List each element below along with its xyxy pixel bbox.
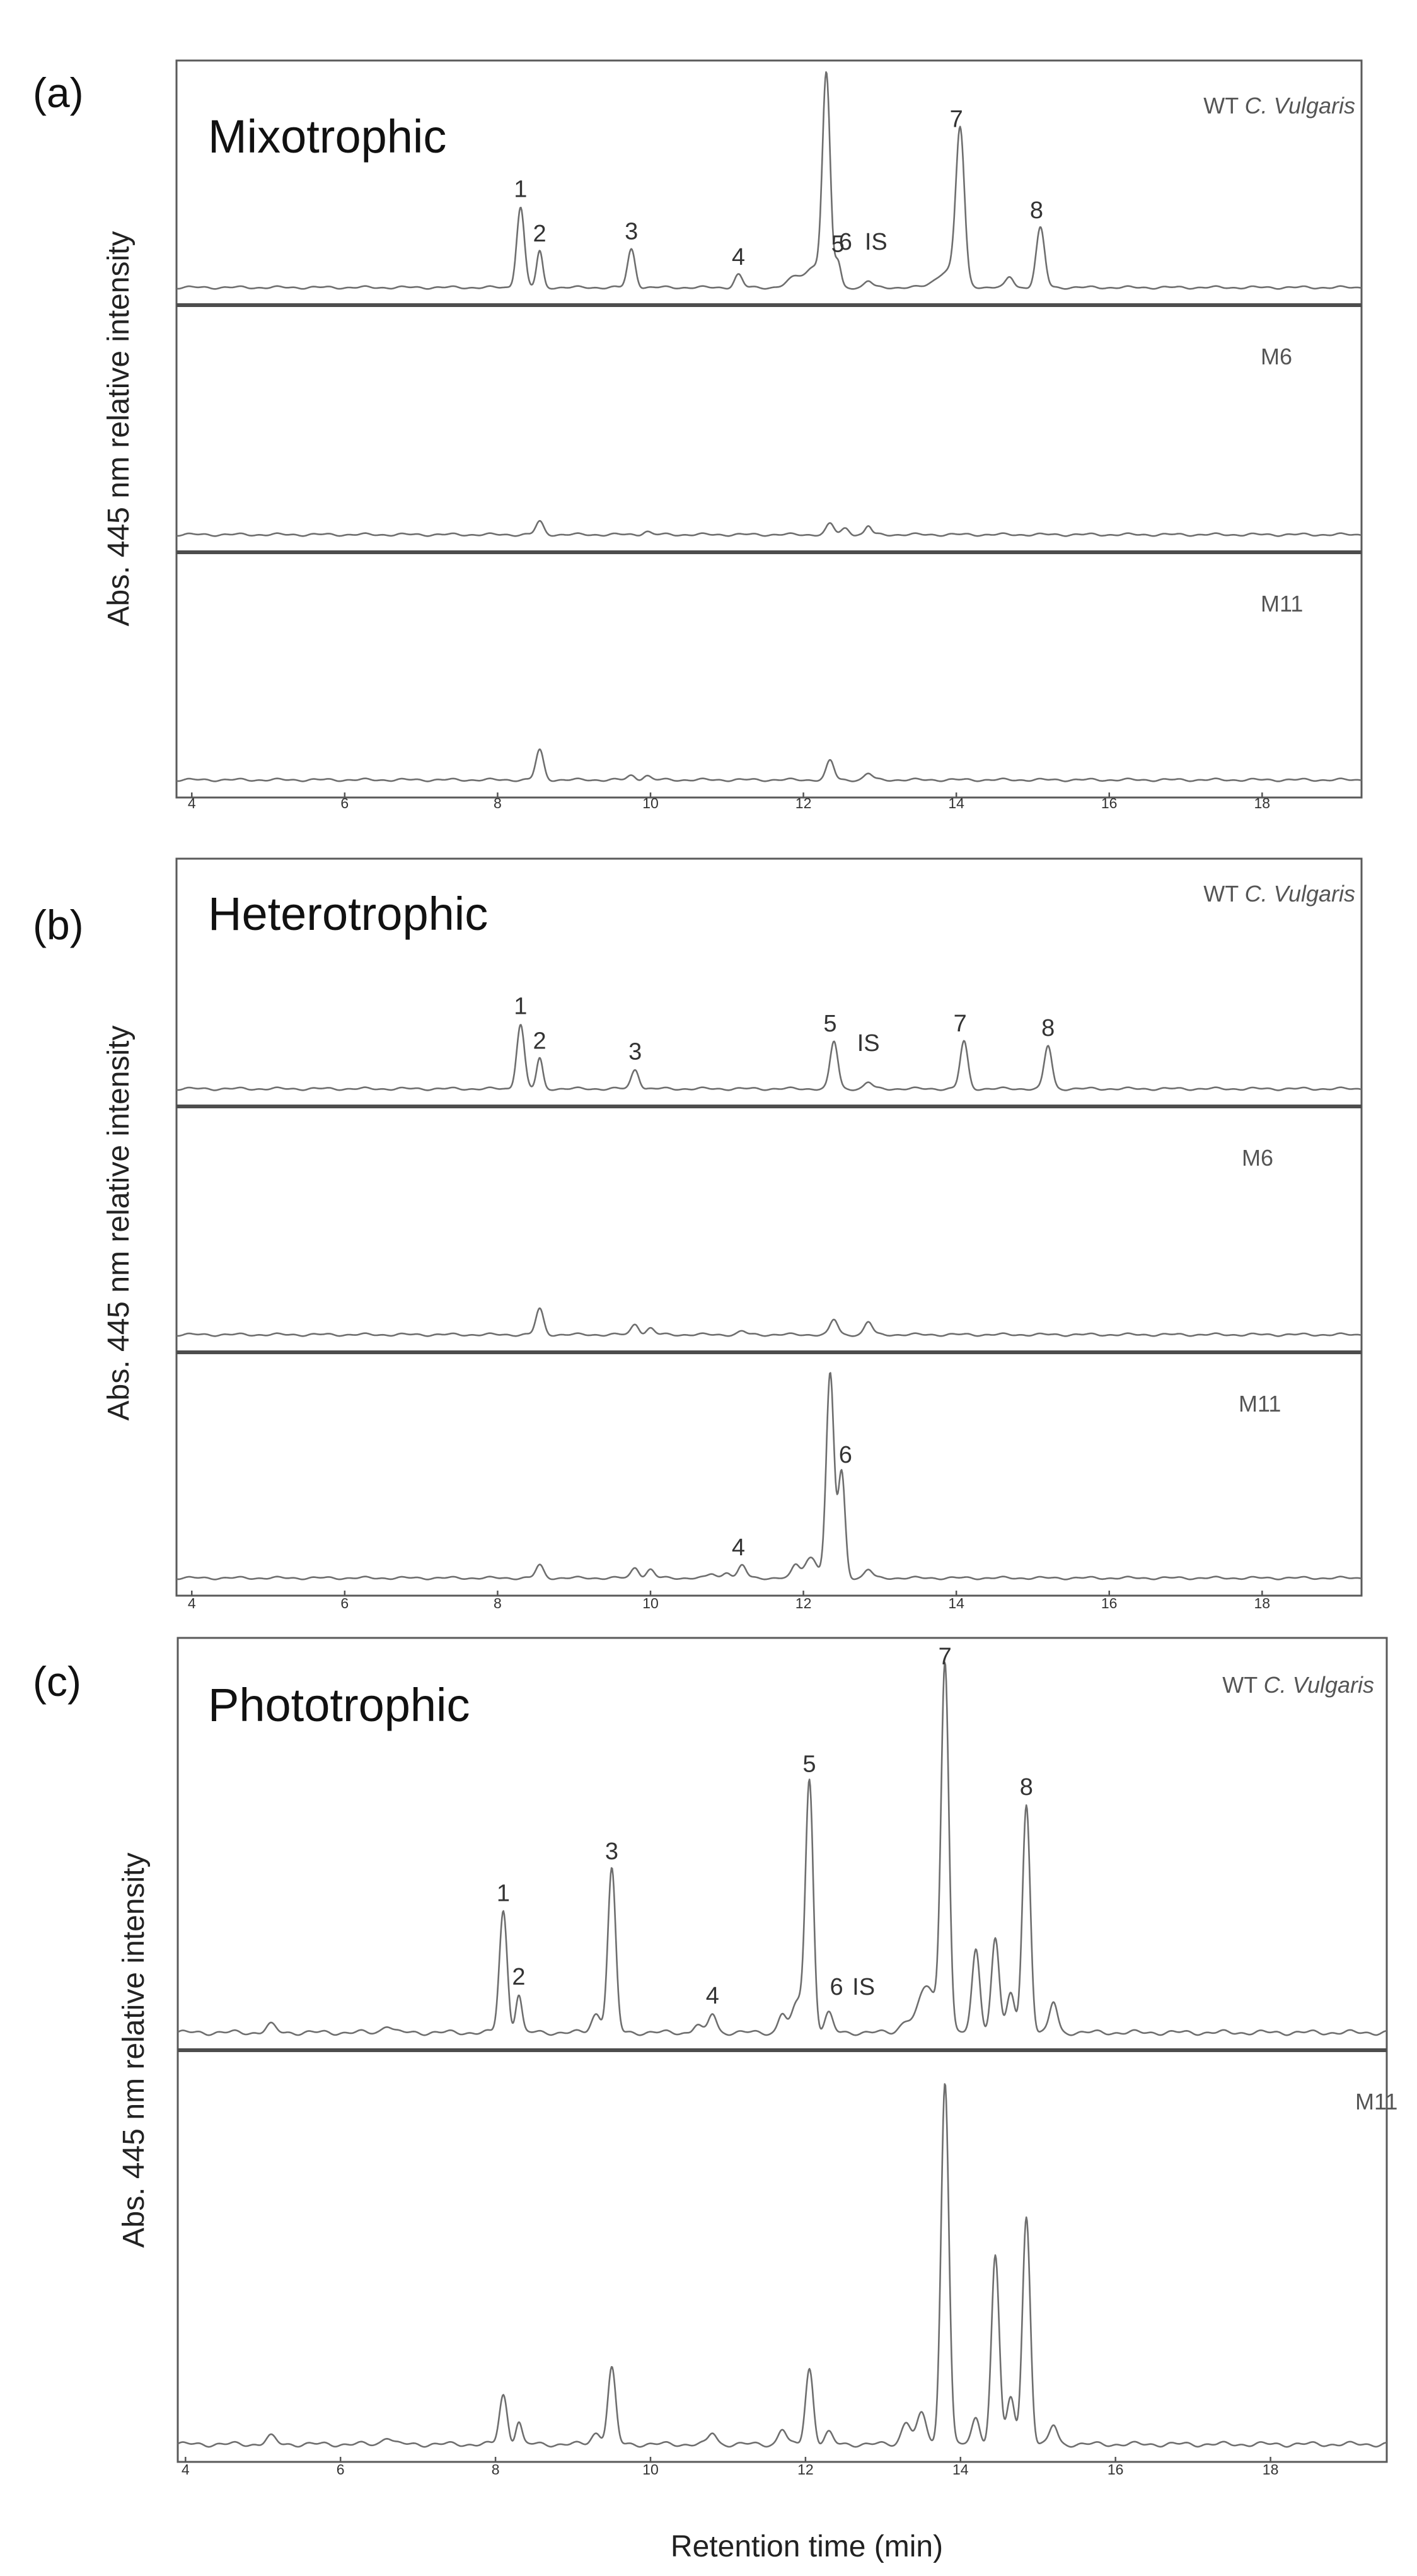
x-tick-label: 8: [492, 2461, 500, 2478]
peak-label: 5: [831, 231, 845, 258]
trace-m6: [176, 1307, 1362, 1337]
x-tick-label: 8: [494, 1595, 502, 1611]
x-tick-label: 10: [642, 795, 659, 811]
sample-label: WT C. Vulgaris: [1222, 1672, 1374, 1698]
y-axis-label: Abs. 445 nm relative intensity: [117, 1853, 151, 2248]
sample-label: M11: [1355, 2089, 1397, 2115]
peak-label: 4: [732, 1535, 745, 1561]
x-tick-label: 4: [182, 2461, 190, 2478]
x-tick-label: 18: [1254, 795, 1271, 811]
peak-label: 7: [950, 106, 963, 132]
x-tick-label: 6: [340, 1595, 349, 1611]
sample-label: M6: [1261, 344, 1292, 369]
peak-label: IS: [865, 229, 888, 255]
chromatogram-panel-a: (a) Mixotrophic Abs. 445 nm relative inten…: [33, 59, 1363, 811]
plot-frame: [175, 59, 1363, 799]
y-axis-label: Abs. 445 nm relative intensity: [102, 1026, 136, 1421]
sample-label: M11: [1261, 591, 1303, 617]
peak-label: 5: [802, 1751, 816, 1778]
x-tick-label: 6: [340, 795, 349, 811]
x-tick-label: 10: [642, 2461, 659, 2478]
peak-label: 8: [1041, 1015, 1055, 1041]
trace-m11: [176, 1372, 1362, 1581]
peak-label: IS: [852, 1974, 875, 2000]
x-tick-label: 16: [1101, 1595, 1118, 1611]
trace-m11: [177, 2083, 1387, 2448]
trace-wt-c-vulgaris: [177, 1661, 1387, 2036]
x-tick-label: 10: [642, 1595, 659, 1611]
x-tick-label: 12: [797, 2461, 814, 2478]
peak-label: 4: [732, 244, 745, 270]
panel-title: Mixotrophic: [208, 110, 446, 163]
sample-label: M6: [1242, 1145, 1273, 1171]
peak-label: 2: [512, 1964, 525, 1990]
peak-label: 7: [954, 1011, 967, 1037]
x-tick-label: 14: [948, 795, 964, 811]
x-tick-label: 12: [795, 795, 812, 811]
sample-label: WT C. Vulgaris: [1203, 93, 1355, 119]
peak-label: IS: [857, 1030, 880, 1057]
x-tick-label: 14: [948, 1595, 964, 1611]
x-tick-label: 16: [1101, 795, 1118, 811]
panel-title: Phototrophic: [208, 1679, 470, 1731]
peak-label: 6: [830, 1974, 843, 2000]
peak-label: 6: [839, 1442, 852, 1468]
sample-label: M11: [1239, 1391, 1281, 1417]
plot-frame: [175, 857, 1363, 1597]
peak-label: 2: [533, 1028, 547, 1054]
x-axis-label: Retention time (min): [671, 2530, 943, 2563]
chromatogram-panel-b: (b) Heterotrophic Abs. 445 nm relative int…: [33, 857, 1363, 1611]
peak-label: 7: [939, 1644, 952, 1670]
trace-m11: [176, 748, 1362, 782]
sample-label: WT C. Vulgaris: [1203, 881, 1355, 907]
y-axis-label: Abs. 445 nm relative intensity: [102, 231, 136, 627]
peak-label: 3: [628, 1038, 642, 1065]
peak-label: 1: [497, 1880, 510, 1906]
x-tick-label: 18: [1254, 1595, 1271, 1611]
x-tick-label: 16: [1108, 2461, 1124, 2478]
panel-label: (a): [33, 69, 84, 116]
trace-wt-c-vulgaris: [176, 1024, 1362, 1091]
chromatogram-panel-c: (c) Phototrophic Abs. 445 nm relative inte…: [33, 1637, 1397, 2478]
peak-label: 3: [625, 219, 638, 245]
x-tick-label: 14: [952, 2461, 969, 2478]
peak-label: 1: [514, 994, 527, 1020]
peak-label: 5: [823, 1011, 836, 1037]
x-tick-label: 4: [188, 795, 196, 811]
panel-label: (b): [33, 902, 84, 948]
peak-label: 6: [839, 229, 852, 255]
peak-label: 8: [1030, 197, 1043, 224]
panel-label: (c): [33, 1658, 81, 1705]
peak-label: 8: [1020, 1774, 1033, 1801]
panel-title: Heterotrophic: [208, 888, 488, 940]
peak-label: 2: [533, 221, 547, 247]
trace-m6: [176, 519, 1362, 537]
peak-label: 3: [605, 1838, 618, 1865]
peak-label: 1: [514, 176, 527, 202]
x-tick-label: 4: [188, 1595, 196, 1611]
peak-label: 4: [706, 1983, 719, 2009]
x-tick-label: 18: [1263, 2461, 1279, 2478]
x-tick-label: 6: [337, 2461, 345, 2478]
x-tick-label: 8: [494, 795, 502, 811]
trace-wt-c-vulgaris: [176, 71, 1362, 290]
x-tick-label: 12: [795, 1595, 812, 1611]
